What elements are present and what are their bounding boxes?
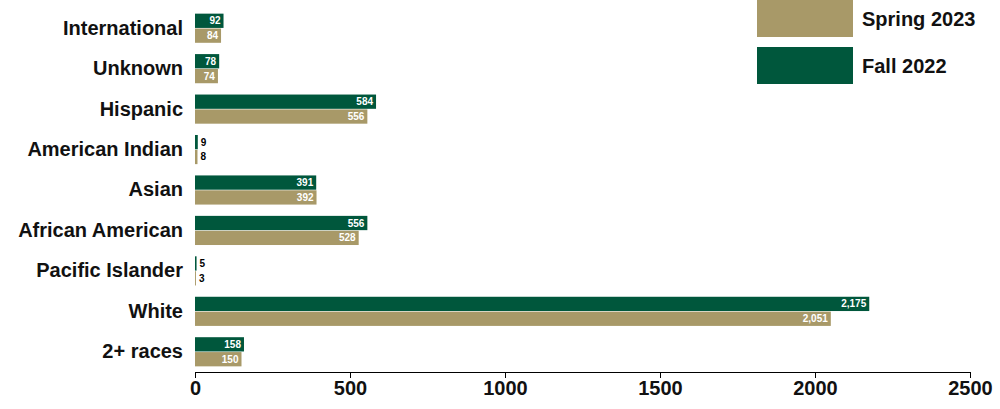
tick-label: American Indian bbox=[27, 138, 183, 160]
bar bbox=[195, 150, 197, 164]
tick: Pacific Islander bbox=[36, 259, 195, 281]
legend-item: Fall 2022 bbox=[757, 47, 947, 84]
legend-swatch bbox=[757, 0, 853, 37]
data-label: 5 bbox=[200, 258, 206, 269]
tick: White bbox=[129, 300, 195, 322]
bar bbox=[195, 175, 316, 189]
tick-label: 0 bbox=[190, 377, 201, 399]
bar bbox=[195, 69, 218, 83]
legend-swatch bbox=[757, 47, 853, 84]
tick: 2+ races bbox=[102, 340, 195, 362]
legend-label: Fall 2022 bbox=[862, 55, 947, 77]
bar bbox=[195, 216, 367, 230]
tick: 2500 bbox=[948, 372, 993, 399]
tick-label: White bbox=[129, 300, 183, 322]
tick-label: Unknown bbox=[93, 57, 183, 79]
tick: 1000 bbox=[483, 372, 528, 399]
data-label: 2,175 bbox=[841, 298, 866, 309]
data-label: 392 bbox=[297, 192, 314, 203]
tick-label: Asian bbox=[129, 178, 183, 200]
bar bbox=[195, 352, 242, 366]
y-axis: International Unknown Hispanic American Ind… bbox=[18, 17, 195, 363]
tick: Hispanic bbox=[100, 98, 195, 120]
bar bbox=[195, 297, 869, 311]
legend-item: Spring 2023 bbox=[757, 0, 975, 37]
data-label: 78 bbox=[205, 56, 217, 67]
bar bbox=[195, 312, 831, 326]
tick: Unknown bbox=[93, 57, 195, 79]
data-label: 528 bbox=[339, 232, 356, 243]
data-label: 3 bbox=[199, 273, 205, 284]
x-axis: 0 500 1000 1500 2000 2500 bbox=[190, 372, 993, 399]
bar bbox=[195, 256, 197, 270]
bar bbox=[195, 135, 198, 149]
tick: American Indian bbox=[27, 138, 195, 160]
data-label: 74 bbox=[204, 71, 216, 82]
data-label: 84 bbox=[207, 30, 219, 41]
bar bbox=[195, 95, 376, 109]
tick-label: International bbox=[63, 17, 183, 39]
tick: 0 bbox=[190, 372, 201, 399]
tick: Asian bbox=[129, 178, 195, 200]
tick-label: 1500 bbox=[638, 377, 683, 399]
bar bbox=[195, 190, 317, 204]
data-label: 2,051 bbox=[803, 313, 828, 324]
tick-label: 500 bbox=[334, 377, 367, 399]
data-label: 150 bbox=[222, 354, 239, 365]
tick-label: 2+ races bbox=[102, 340, 183, 362]
bar bbox=[195, 54, 219, 68]
bar bbox=[195, 109, 367, 123]
bar bbox=[195, 29, 221, 43]
data-label: 556 bbox=[348, 218, 365, 229]
data-label: 556 bbox=[348, 111, 365, 122]
tick-label: African American bbox=[18, 219, 183, 241]
tick: African American bbox=[18, 219, 195, 241]
tick-label: 2500 bbox=[948, 377, 993, 399]
chart: 92 78 584 9 391 556 5 2,175 158 84 74 556 8 392 528 3 2,… bbox=[0, 0, 1000, 409]
data-label: 9 bbox=[201, 137, 207, 148]
tick: 2000 bbox=[793, 372, 838, 399]
data-label: 584 bbox=[356, 96, 373, 107]
axis-line bbox=[196, 373, 971, 379]
legend: Spring 2023 Fall 2022 bbox=[757, 0, 975, 84]
tick-label: 2000 bbox=[793, 377, 838, 399]
tick-label: 1000 bbox=[483, 377, 528, 399]
legend-label: Spring 2023 bbox=[862, 8, 975, 30]
bar bbox=[195, 14, 224, 28]
bar bbox=[195, 271, 196, 285]
data-labels: 92 78 584 9 391 556 5 2,175 158 84 74 556 8 392 528 3 2,… bbox=[199, 15, 867, 364]
tick: 500 bbox=[334, 372, 367, 399]
data-label: 391 bbox=[297, 177, 314, 188]
data-label: 92 bbox=[209, 15, 221, 26]
bar bbox=[195, 231, 359, 245]
tick: 1500 bbox=[638, 372, 683, 399]
bar bbox=[195, 337, 244, 351]
tick-label: Hispanic bbox=[100, 98, 183, 120]
data-label: 8 bbox=[200, 151, 206, 162]
tick-label: Pacific Islander bbox=[36, 259, 183, 281]
bars bbox=[195, 14, 869, 367]
tick: International bbox=[63, 17, 195, 39]
data-label: 158 bbox=[224, 339, 241, 350]
